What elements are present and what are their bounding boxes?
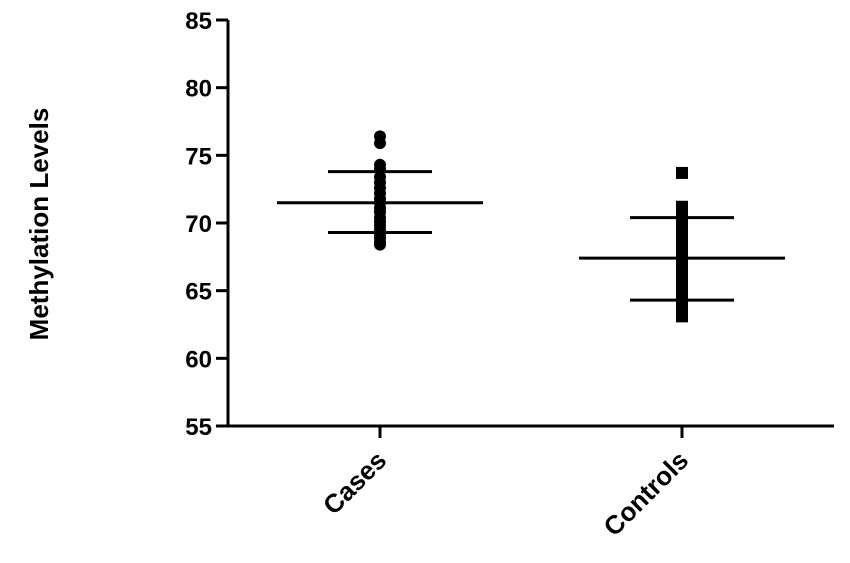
y-tick-label: 55 <box>185 414 212 441</box>
y-tick-label: 80 <box>185 76 212 103</box>
y-tick-label: 70 <box>185 211 212 238</box>
x-axis-ticks: Cases Controls <box>317 426 694 542</box>
data-point <box>374 238 386 251</box>
summary-lines <box>277 170 785 302</box>
y-tick-label: 85 <box>185 8 212 35</box>
x-tick-label: Controls <box>597 445 694 542</box>
y-axis-ticks: 55 60 65 70 75 80 85 <box>185 8 228 441</box>
y-axis-title: Methylation Levels <box>24 108 54 341</box>
data-point <box>676 217 688 229</box>
data-point <box>676 226 688 239</box>
y-tick-label: 65 <box>185 279 212 306</box>
data-point <box>676 235 688 248</box>
y-tick-label: 75 <box>185 143 212 170</box>
y-tick-label: 60 <box>185 346 212 373</box>
data-point <box>374 137 386 150</box>
data-points <box>374 130 688 323</box>
data-point <box>676 310 688 323</box>
data-point <box>676 166 688 179</box>
data-point <box>676 245 688 258</box>
x-tick-label: Cases <box>317 445 392 520</box>
